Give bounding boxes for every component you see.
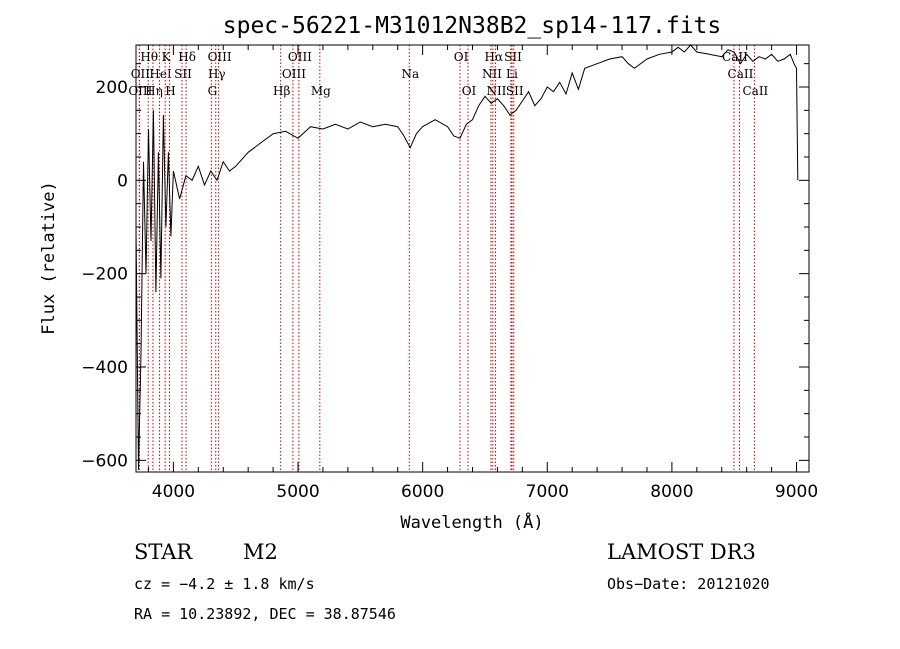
line-label-11: G [208, 84, 218, 98]
line-label-17: OI [454, 50, 469, 64]
spectrum-series [135, 44, 799, 470]
y-tick-label-0: 0 [117, 171, 128, 191]
line-label-12: Hβ [273, 84, 290, 98]
line-label-22: Li [506, 67, 518, 81]
line-label-20: SII [504, 50, 522, 64]
axes: 4000 5000 6000 7000 8000 9000 −600 −400 −200 0 200 [81, 45, 818, 502]
line-label-18: OI [462, 84, 477, 98]
subclass: M2 [243, 540, 278, 564]
line-label-0: Hθ [140, 50, 158, 64]
x-tick-label-6000: 6000 [401, 482, 444, 502]
line-label-6: SII [174, 67, 192, 81]
line-label-14: OIII [282, 67, 306, 81]
line-label-4: K [162, 50, 172, 64]
x-tick-label-9000: 9000 [775, 482, 818, 502]
coordinates: RA = 10.23892, DEC = 38.87546 [134, 605, 396, 623]
survey-name: LAMOST DR3 [607, 540, 756, 564]
y-tick-label--400: −400 [81, 358, 128, 378]
line-label-21: NII [482, 67, 502, 81]
object-type: STAR [134, 540, 193, 564]
line-label-23: NII [486, 84, 506, 98]
line-label-13: OIII [288, 50, 312, 64]
line-label-1: OII [131, 67, 151, 81]
x-tick-label-5000: 5000 [276, 482, 319, 502]
x-tick-label-4000: 4000 [152, 482, 195, 502]
redshift-velocity: cz = −4.2 ± 1.8 km/s [134, 575, 315, 593]
spectrum-line [135, 44, 799, 470]
y-tick-label--600: −600 [81, 451, 128, 471]
line-label-25: CaII [722, 50, 748, 64]
line-label-26: CaII [728, 67, 754, 81]
line-label-15: Mg [311, 84, 331, 98]
x-tick-label-7000: 7000 [526, 482, 569, 502]
line-label-16: Na [401, 67, 419, 81]
line-label-2: OIII [128, 84, 152, 98]
y-tick-label--200: −200 [81, 265, 128, 285]
line-label-5: HeI [149, 67, 172, 81]
line-label-9: OIII [208, 50, 232, 64]
line-label-27: CaII [742, 84, 768, 98]
line-label-3: Hη [145, 84, 163, 98]
observation-date: Obs−Date: 20121020 [607, 575, 770, 593]
line-label-7: H [165, 84, 175, 98]
y-axis-label: Flux (relative) [39, 181, 59, 335]
x-axis-label: Wavelength (Å) [400, 511, 543, 533]
x-tick-label-8000: 8000 [650, 482, 693, 502]
line-label-24: SII [506, 84, 524, 98]
plot-frame [135, 44, 810, 473]
y-tick-label-200: 200 [96, 78, 128, 98]
line-label-8: Hδ [178, 50, 196, 64]
line-label-10: Hγ [208, 67, 226, 81]
line-label-19: Hα [485, 50, 504, 64]
chart-title: spec-56221-M31012N38B2_sp14-117.fits [223, 13, 722, 39]
